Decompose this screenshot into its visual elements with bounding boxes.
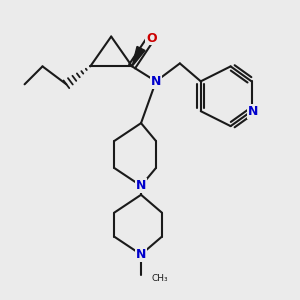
Text: N: N (136, 248, 146, 261)
Text: N: N (136, 179, 146, 192)
Polygon shape (132, 46, 145, 66)
Text: N: N (248, 105, 258, 118)
Text: CH₃: CH₃ (152, 274, 168, 283)
Text: O: O (146, 32, 157, 44)
Text: N: N (151, 75, 161, 88)
